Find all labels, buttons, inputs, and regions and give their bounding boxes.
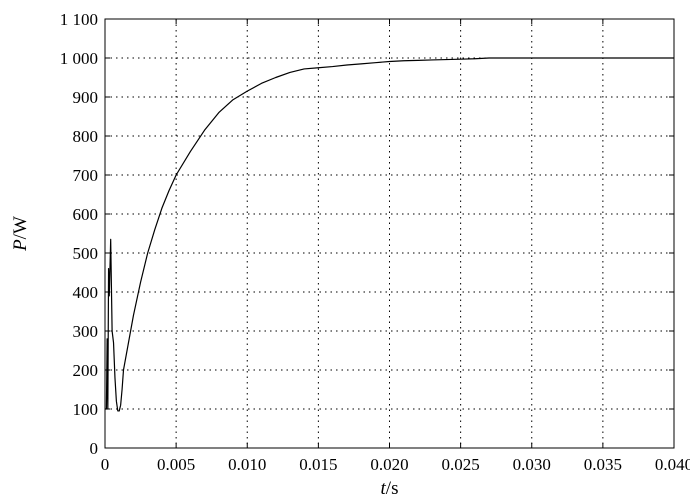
x-tick-label: 0.015 xyxy=(299,455,337,474)
x-tick-label: 0.025 xyxy=(442,455,480,474)
y-tick-label: 600 xyxy=(73,205,99,224)
power-curve xyxy=(105,57,674,412)
y-tick-label: 100 xyxy=(73,400,99,419)
x-tick-label: 0.005 xyxy=(157,455,195,474)
x-tick-label: 0.035 xyxy=(584,455,622,474)
y-axis-label-unit: /W xyxy=(10,216,31,239)
x-tick-label: 0.030 xyxy=(513,455,551,474)
y-tick-label: 1 000 xyxy=(60,49,98,68)
y-tick-label: 700 xyxy=(73,166,99,185)
x-tick-labels: 0 0.005 0.010 0.015 0.020 0.025 0.030 0.035 0.04… xyxy=(101,455,690,474)
x-tick-label: 0.040 xyxy=(655,455,690,474)
x-axis-label-var: t xyxy=(381,478,387,499)
y-tick-label: 900 xyxy=(73,88,99,107)
y-tick-label: 300 xyxy=(73,322,99,341)
grid xyxy=(105,19,674,448)
x-tick-label: 0.010 xyxy=(228,455,266,474)
plot-frame xyxy=(104,18,675,449)
y-tick-label: 800 xyxy=(73,127,99,146)
y-tick-label: 1 100 xyxy=(60,10,98,29)
x-tick-label: 0 xyxy=(101,455,110,474)
x-axis-label: t/s xyxy=(381,478,399,499)
x-tick-label: 0.020 xyxy=(370,455,408,474)
series-group xyxy=(105,57,674,412)
y-axis-label-var: P xyxy=(10,239,31,252)
y-tick-label: 400 xyxy=(73,283,99,302)
y-tick-label: 200 xyxy=(73,361,99,380)
y-axis-label: P/W xyxy=(10,216,31,252)
x-axis-label-unit: /s xyxy=(386,478,399,499)
y-tick-labels: 0 100 200 300 400 500 600 700 800 900 1 000 1 100 xyxy=(60,10,98,458)
y-tick-label: 500 xyxy=(73,244,99,263)
y-tick-label: 0 xyxy=(90,439,99,458)
